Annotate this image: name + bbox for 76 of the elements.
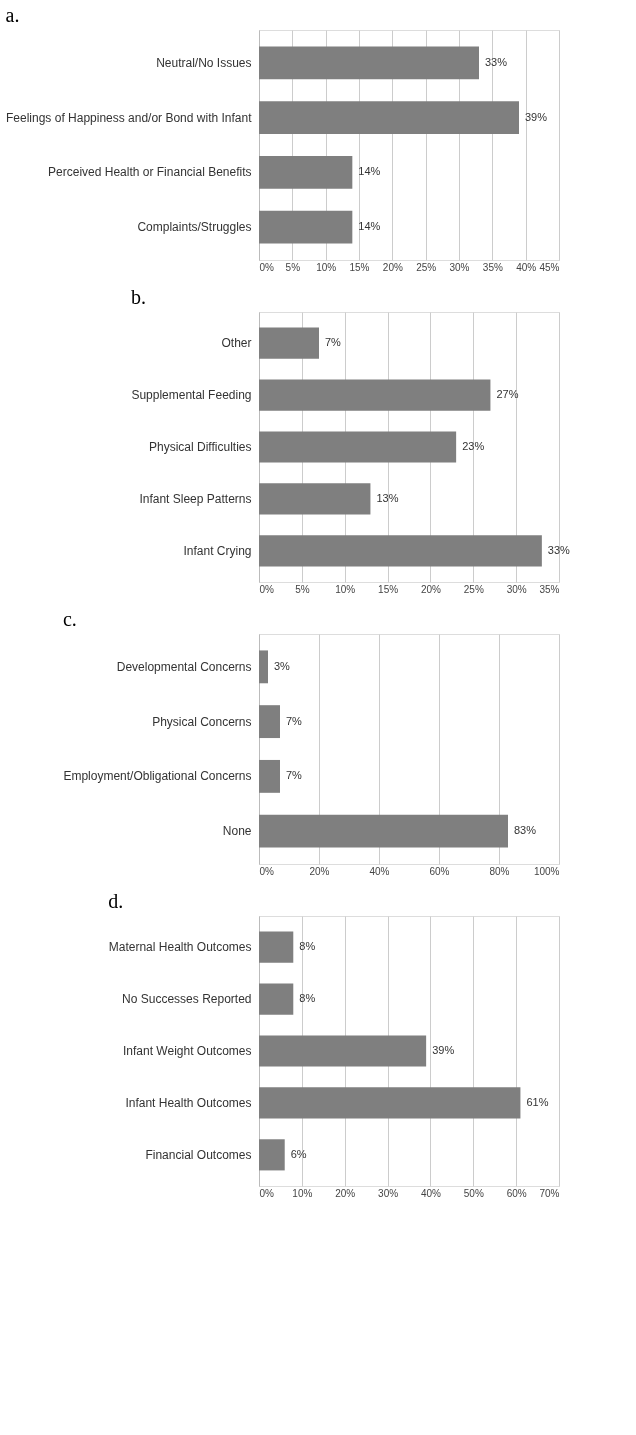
data-label: 8% xyxy=(299,992,316,1005)
y-tick-label: Employment/Obligational Concerns xyxy=(63,769,252,784)
data-label: 7% xyxy=(286,769,303,782)
y-tick-label: Neutral/No Issues xyxy=(156,55,252,70)
x-tick-label: 20% xyxy=(382,261,403,273)
x-tick-label: 35% xyxy=(539,583,560,595)
bar xyxy=(259,46,479,80)
data-label: 7% xyxy=(286,714,303,727)
x-tick-label: 25% xyxy=(416,261,437,273)
data-label: 14% xyxy=(358,165,381,178)
x-tick-label: 5% xyxy=(295,583,310,595)
text: a. xyxy=(5,4,20,26)
data-label: 14% xyxy=(358,220,381,233)
y-tick-label: Supplemental Feeding xyxy=(131,388,252,403)
bar xyxy=(259,210,353,244)
x-tick-label: 10% xyxy=(316,261,337,273)
x-tick-label: 25% xyxy=(463,583,484,595)
y-tick-label: Perceived Health or Financial Benefits xyxy=(48,165,252,180)
data-label: 61% xyxy=(526,1095,549,1108)
y-tick-label: Financial Outcomes xyxy=(145,1147,252,1162)
data-label: 6% xyxy=(290,1147,307,1160)
y-tick-label: Physical Concerns xyxy=(152,714,252,729)
data-label: 33% xyxy=(547,543,571,556)
y-tick-label: Maternal Health Outcomes xyxy=(108,940,252,955)
y-tick-label: Feelings of Happiness and/or Bond with Infant xyxy=(6,110,253,125)
x-tick-label: 0% xyxy=(259,1187,275,1199)
x-tick-label: 10% xyxy=(292,1187,313,1199)
y-tick-label: Physical Difficulties xyxy=(149,440,252,454)
x-tick-label: 20% xyxy=(309,865,330,877)
y-tick-label: None xyxy=(222,824,252,839)
x-tick-label: 15% xyxy=(349,261,370,273)
x-tick-label: 0% xyxy=(259,583,275,595)
x-tick-label: 10% xyxy=(335,583,356,595)
chart-title: b. xyxy=(130,286,146,308)
x-tick-label: 45% xyxy=(539,261,560,273)
x-tick-label: 70% xyxy=(539,1187,560,1199)
x-tick-label: 35% xyxy=(482,261,503,273)
data-label: 39% xyxy=(432,1044,455,1056)
y-tick-label: Infant Health Outcomes xyxy=(125,1095,252,1110)
x-tick-label: 20% xyxy=(335,1187,356,1199)
bar xyxy=(259,155,353,189)
data-label: 27% xyxy=(496,388,519,401)
data-label: 33% xyxy=(485,55,508,68)
data-label: 39% xyxy=(525,110,548,123)
y-tick-label: Other xyxy=(221,336,252,351)
chart-title: d. xyxy=(108,890,124,912)
data-label: 3% xyxy=(274,659,291,672)
y-tick-label: Infant Crying xyxy=(183,543,252,558)
x-tick-label: 15% xyxy=(378,583,399,595)
x-tick-label: 100% xyxy=(533,865,560,877)
x-tick-label: 0% xyxy=(259,865,275,877)
x-tick-label: 80% xyxy=(489,865,510,877)
x-tick-label: 60% xyxy=(429,865,450,877)
x-tick-label: 30% xyxy=(506,583,527,595)
data-label: 13% xyxy=(376,491,399,504)
data-label: 83% xyxy=(514,824,537,837)
x-tick-label: 60% xyxy=(506,1187,527,1199)
x-tick-label: 40% xyxy=(420,1187,442,1199)
x-tick-label: 0% xyxy=(259,261,275,273)
x-tick-label: 30% xyxy=(378,1187,399,1199)
x-tick-label: 50% xyxy=(463,1187,484,1199)
x-tick-label: 40% xyxy=(369,865,390,877)
data-label: 7% xyxy=(325,336,342,349)
text: c. xyxy=(62,608,77,630)
y-tick-label: Infant Sleep Patterns xyxy=(139,491,252,506)
x-tick-label: 40% xyxy=(516,261,537,273)
y-tick-label: Developmental Concerns xyxy=(116,659,252,674)
x-tick-label: 5% xyxy=(285,261,301,273)
y-tick-label: Infant Weight Outcomes xyxy=(122,1044,252,1058)
x-tick-label: 30% xyxy=(449,261,470,273)
y-tick-label: No Successes Reported xyxy=(122,992,252,1007)
bar xyxy=(259,101,519,135)
data-label: 8% xyxy=(299,940,316,953)
x-tick-label: 20% xyxy=(420,583,442,595)
data-label: 23% xyxy=(462,440,485,452)
y-tick-label: Complaints/Struggles xyxy=(137,220,252,235)
